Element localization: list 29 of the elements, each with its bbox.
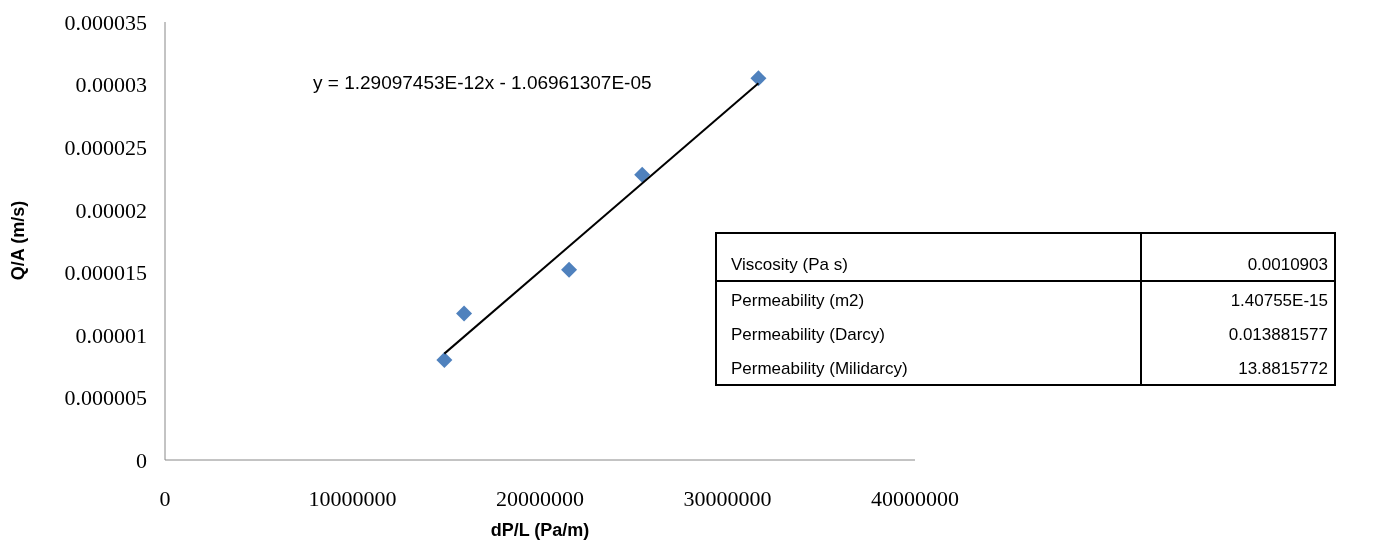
point	[456, 305, 473, 322]
text: 0.013881577	[1228, 325, 1328, 344]
point	[750, 70, 767, 87]
y-axis-title: Q/A (m/s)	[7, 199, 29, 283]
y-tick-label: 0.000025	[64, 134, 147, 160]
x-tick-label: 10000000	[308, 485, 397, 511]
text: 1.40755E-15	[1230, 291, 1328, 310]
annotation: Viscosity (Pa s)	[716, 233, 1141, 281]
y-tick-label: 0.00001	[75, 322, 147, 348]
x-tick-label: 0	[159, 485, 171, 511]
annotation: Permeability (m2)	[716, 281, 1141, 316]
x-tick-label: 20000000	[496, 485, 584, 511]
y-tick-label: 0.00003	[75, 72, 147, 98]
y-tick-label: 0.00002	[75, 197, 147, 223]
annotation: y = 1.29097453E-12x - 1.06961307E-05	[313, 72, 652, 94]
text: 0.0010903	[1247, 255, 1328, 274]
point	[634, 166, 651, 183]
x-tick-label: 40000000	[871, 485, 959, 511]
annotation: Permeability (Milidarcy)	[716, 350, 1141, 385]
x-axis-title: dP/L (Pa/m)	[489, 520, 591, 541]
point	[561, 261, 578, 278]
y-tick-label: 0.000005	[64, 385, 147, 411]
x-tick-label: 30000000	[683, 485, 772, 511]
text: 13.8815772	[1238, 359, 1328, 378]
y-tick-label: 0.000015	[64, 260, 147, 286]
annotation: Permeability (Darcy)	[716, 316, 1141, 350]
point	[436, 351, 453, 368]
y-tick-label: 0	[136, 447, 147, 473]
y-tick-label: 0.000035	[64, 9, 147, 35]
